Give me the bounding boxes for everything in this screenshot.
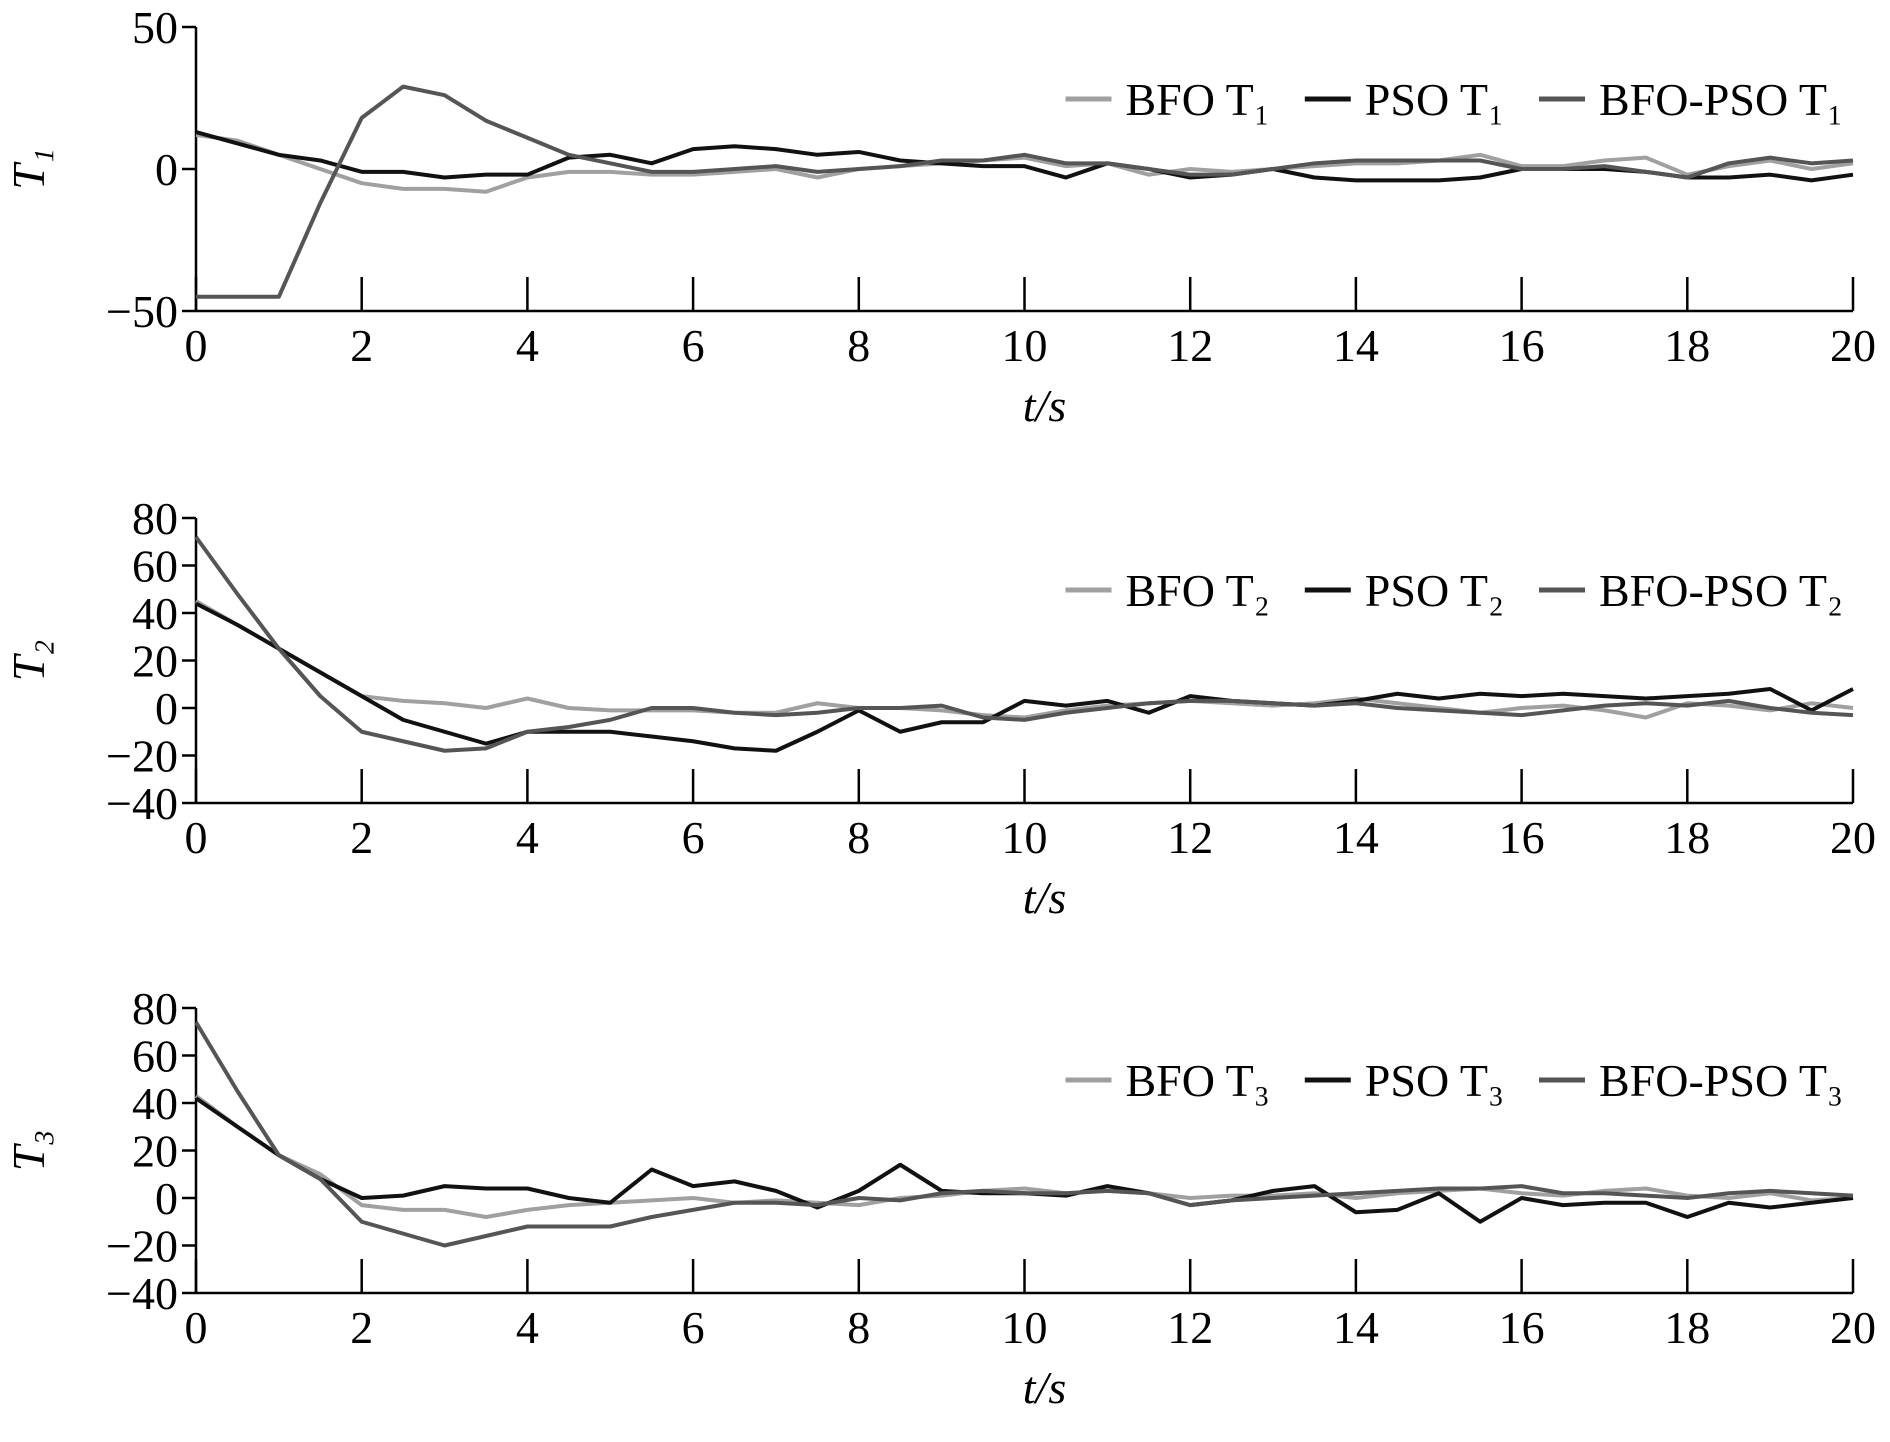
series-line (194, 1021, 1854, 1248)
x-tick-label: 4 (516, 320, 539, 371)
y-tick-label: 40 (132, 1078, 178, 1129)
series-line (194, 1096, 1854, 1224)
legend-label: PSO T₃ (1365, 1055, 1504, 1106)
legend-label: PSO T₂ (1365, 565, 1504, 616)
x-tick-label: 12 (1167, 320, 1213, 371)
x-tick-label: 2 (350, 320, 373, 371)
x-tick-label: 12 (1167, 1302, 1213, 1353)
x-tick-label: 4 (516, 1302, 539, 1353)
y-tick-label: 0 (155, 683, 178, 734)
legend-label: BFO T₂ (1126, 565, 1270, 616)
series-line (194, 1094, 1854, 1219)
y-tick-label: −20 (106, 1221, 178, 1272)
y-tick-label: 80 (132, 493, 178, 544)
series-line (195, 132, 1854, 194)
legend-label: BFO-PSO T₃ (1599, 1055, 1843, 1106)
x-tick-label: 18 (1664, 1302, 1710, 1353)
y-tick-label: −40 (106, 778, 178, 829)
legend-label: BFO-PSO T₂ (1599, 565, 1843, 616)
y-axis-label: T₃ (3, 1130, 54, 1172)
y-tick-label: 60 (132, 1031, 178, 1082)
x-tick-label: 4 (516, 812, 539, 863)
series-line (195, 601, 1854, 753)
x-tick-label: 8 (847, 320, 870, 371)
x-tick-label: 0 (185, 320, 208, 371)
x-tick-label: 16 (1499, 1302, 1545, 1353)
y-tick-label: 50 (132, 2, 178, 53)
series-line (196, 84, 1854, 299)
x-axis-label: t/s (1023, 1362, 1066, 1413)
x-tick-label: 6 (682, 320, 705, 371)
x-tick-label: 8 (847, 812, 870, 863)
x-tick-label: 10 (1002, 320, 1048, 371)
y-tick-label: 20 (132, 1126, 178, 1177)
x-tick-label: 18 (1664, 320, 1710, 371)
x-tick-label: 8 (847, 1302, 870, 1353)
x-tick-label: 6 (682, 1302, 705, 1353)
y-axis-label: T₂ (3, 640, 54, 682)
legend-label: PSO T₁ (1365, 74, 1504, 125)
y-tick-label: 40 (132, 588, 178, 639)
y-tick-label: −40 (106, 1268, 178, 1319)
x-tick-label: 20 (1830, 812, 1876, 863)
x-tick-label: 10 (1002, 812, 1048, 863)
series-line (194, 535, 1854, 753)
x-tick-label: 14 (1333, 320, 1379, 371)
y-tick-label: 20 (132, 636, 178, 687)
y-tick-label: −20 (106, 731, 178, 782)
x-tick-label: 20 (1830, 1302, 1876, 1353)
x-tick-label: 10 (1002, 1302, 1048, 1353)
y-tick-label: 60 (132, 541, 178, 592)
x-tick-label: 16 (1499, 812, 1545, 863)
x-tick-label: 0 (185, 812, 208, 863)
x-tick-label: 20 (1830, 320, 1876, 371)
legend-label: BFO-PSO T₁ (1599, 74, 1843, 125)
y-axis-label: T₁ (3, 148, 54, 190)
x-tick-label: 18 (1664, 812, 1710, 863)
x-tick-label: 14 (1333, 1302, 1379, 1353)
x-axis-label: t/s (1023, 380, 1066, 431)
x-tick-label: 2 (350, 812, 373, 863)
legend-label: BFO T₁ (1126, 74, 1270, 125)
legend-label: BFO T₃ (1126, 1055, 1270, 1106)
x-tick-label: 6 (682, 812, 705, 863)
y-tick-label: 0 (155, 1173, 178, 1224)
x-axis-label: t/s (1023, 872, 1066, 923)
x-tick-label: 16 (1499, 320, 1545, 371)
y-tick-label: 0 (155, 144, 178, 195)
x-tick-label: 2 (350, 1302, 373, 1353)
y-tick-label: 80 (132, 983, 178, 1034)
y-tick-label: −50 (106, 286, 178, 337)
x-tick-label: 14 (1333, 812, 1379, 863)
x-tick-label: 12 (1167, 812, 1213, 863)
x-tick-label: 0 (185, 1302, 208, 1353)
